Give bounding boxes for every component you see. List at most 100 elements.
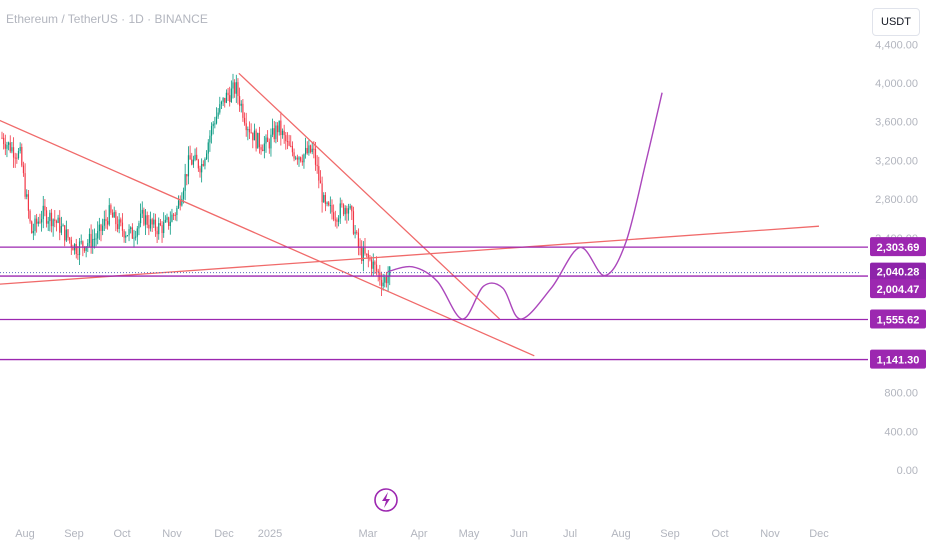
candle-body (338, 218, 340, 222)
candle-body (153, 219, 155, 225)
candle-body (1, 137, 3, 139)
candle-body (115, 212, 117, 225)
candle-body (217, 112, 219, 117)
currency-button[interactable]: USDT (872, 8, 920, 36)
candle-body (44, 205, 46, 211)
candle-body (224, 97, 226, 103)
candle-body (69, 237, 71, 240)
candle-body (121, 222, 124, 231)
candle-body (258, 132, 260, 148)
candle-body (83, 246, 86, 251)
candle-body (333, 212, 335, 220)
candle-body (242, 103, 244, 118)
candle-body (164, 219, 166, 223)
candle-body (120, 219, 122, 223)
candle-body (329, 205, 331, 207)
candle-body (32, 230, 34, 234)
candle-body (173, 214, 175, 216)
trendlines (0, 72, 820, 357)
lightning-icon[interactable] (374, 488, 398, 512)
candle-body (275, 125, 277, 140)
candle-body (199, 168, 201, 173)
x-tick-label: Sep (660, 528, 680, 540)
candle-body (367, 253, 369, 259)
candle-body (382, 282, 384, 287)
candle-body (202, 164, 204, 166)
candle-body (49, 212, 51, 222)
candle-body (192, 159, 194, 165)
candle-body (250, 132, 252, 134)
candle-body (126, 235, 128, 237)
candle-body (372, 261, 374, 269)
candle-body (215, 116, 218, 124)
y-tick-label: 4,400.00 (875, 39, 918, 51)
candle-body (39, 221, 41, 223)
candle-body (92, 239, 94, 247)
candle-body (144, 215, 147, 225)
candle-body (156, 230, 158, 235)
candle-body (50, 212, 53, 227)
candle-body (366, 253, 368, 255)
candle-body (116, 224, 119, 230)
candle-body (196, 154, 198, 161)
y-tick-label: 4,000.00 (875, 78, 918, 90)
y-tick-label: 0.00 (897, 465, 918, 477)
x-tick-label: Mar (359, 528, 378, 540)
candle-body (300, 157, 302, 161)
level-price-label: 1,555.62 (877, 314, 920, 326)
candle-body (296, 157, 298, 160)
candle-body (280, 120, 282, 136)
candle-body (207, 142, 209, 154)
candle-body (9, 142, 11, 152)
candle-body (78, 241, 81, 256)
x-tick-label: Nov (162, 528, 182, 540)
candle-body (201, 164, 203, 173)
candle-body (318, 166, 320, 181)
candle-body (301, 160, 303, 163)
candle-body (184, 174, 186, 191)
level-price-label: 1,141.30 (877, 355, 920, 367)
candle-body (12, 147, 15, 158)
level-price-tag (870, 349, 926, 369)
candle-body (181, 198, 183, 206)
candle-body (336, 219, 338, 222)
candle-body (182, 190, 185, 199)
candle-body (146, 215, 148, 225)
candle-body (133, 237, 135, 239)
candle-body (118, 219, 120, 230)
candle-body (235, 82, 237, 94)
x-tick-label: May (459, 528, 480, 540)
level-price-tag (870, 279, 926, 299)
level-price-tag (870, 309, 926, 329)
candle-body (149, 219, 152, 229)
candle-body (326, 202, 328, 205)
candle-body (97, 231, 99, 239)
candle-body (220, 101, 223, 105)
chart-title: Ethereum / TetherUS · 1D · BINANCE (6, 12, 208, 26)
x-tick-label: Sep (64, 528, 84, 540)
candle-body (265, 137, 267, 144)
candle-body (306, 147, 308, 154)
candle-body (245, 123, 247, 131)
candle-body (64, 225, 66, 241)
candle-body (374, 261, 376, 265)
candle-body (219, 104, 221, 113)
candle-body (371, 259, 373, 269)
projection-path (387, 92, 663, 320)
candle-body (377, 270, 379, 273)
candle-body (341, 203, 343, 205)
candle-body (65, 229, 67, 241)
candle-body (29, 210, 31, 222)
horizontal-levels (0, 246, 868, 361)
candle-body (253, 130, 256, 141)
candle-body (268, 141, 270, 149)
y-tick-label: 800.00 (884, 388, 918, 400)
candle-body (313, 148, 315, 150)
trendline (0, 225, 820, 285)
price-tags: 2,303.692,040.2808:21:142,004.471,555.62… (870, 237, 926, 369)
candle-body (135, 236, 137, 238)
candle-body (16, 157, 18, 159)
x-tick-label: Jun (510, 528, 528, 540)
candle-body (339, 203, 341, 219)
